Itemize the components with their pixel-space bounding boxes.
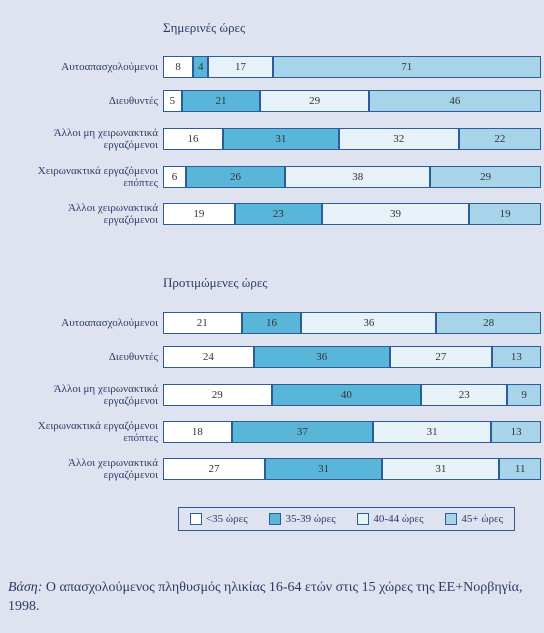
legend-item: 35-39 ώρες	[269, 513, 336, 525]
bar-segment: 17	[208, 56, 273, 78]
bar-segment: 22	[458, 128, 541, 150]
bar-segment: 26	[185, 166, 286, 188]
bar-segment: 40	[271, 384, 422, 406]
bar-segment: 31	[265, 458, 383, 480]
bar-segment: 9	[507, 384, 541, 406]
chart-title: Προτιμώμενες ώρες	[163, 275, 268, 290]
note-label: Βάση:	[8, 580, 43, 595]
bar-segment: 71	[272, 56, 541, 78]
bar-segment: 29	[260, 90, 369, 112]
bar-segment: 19	[163, 203, 235, 225]
bar-segment: 39	[321, 203, 470, 225]
legend-label: <35 ώρες	[205, 513, 248, 525]
bar-segment: 31	[373, 421, 492, 443]
bar-segment: 31	[382, 458, 500, 480]
bar-segment: 36	[301, 312, 437, 334]
bar-segment: 4	[193, 56, 209, 78]
legend-label: 35-39 ώρες	[285, 513, 336, 525]
note-text: Ο απασχολούμενος πληθυσμός ηλικίας 16-64…	[8, 580, 523, 614]
legend-swatch	[445, 513, 458, 525]
legend-swatch	[189, 513, 202, 525]
bar-segment: 24	[163, 346, 254, 368]
bar-segment: 31	[222, 128, 339, 150]
bar-segment: 16	[163, 128, 223, 150]
category-label: Διευθυντές	[108, 351, 158, 363]
category-label: Άλλοι χειρωνακτικά εργαζόμενοι	[68, 202, 158, 226]
bar-segment: 21	[163, 312, 242, 334]
category-label: Άλλοι μη χειρωνακτικά εργαζόμενοι	[53, 127, 158, 151]
bar-segment: 13	[491, 421, 541, 443]
legend-label: 45+ ώρες	[461, 513, 504, 525]
legend-item: 45+ ώρες	[445, 513, 503, 525]
category-label: Χειρωνακτικά εργαζόμενοι επόπτες	[37, 165, 158, 189]
bar-segment: 27	[163, 458, 266, 480]
bar-segment: 8	[163, 56, 194, 78]
legend-swatch	[269, 513, 282, 525]
category-label: Άλλοι χειρωνακτικά εργαζόμενοι	[68, 457, 158, 481]
category-label: Αυτοαπασχολούμενοι	[61, 61, 158, 73]
bar-segment: 6	[163, 166, 186, 188]
legend-item: <35 ώρες	[189, 513, 248, 525]
legend-label: 40-44 ώρες	[373, 513, 424, 525]
category-label: Διευθυντές	[108, 95, 158, 107]
chart-title: Σημερινές ώρες	[163, 20, 246, 35]
bar-segment: 5	[163, 90, 182, 112]
legend-swatch	[357, 513, 370, 525]
bar-segment: 23	[421, 384, 508, 406]
bar-segment: 46	[368, 90, 541, 112]
bar-segment: 29	[430, 166, 541, 188]
bar-segment: 11	[499, 458, 541, 480]
bar-segment: 18	[163, 421, 232, 443]
bar-segment: 21	[181, 90, 261, 112]
bar-segment: 27	[389, 346, 492, 368]
bar-segment: 32	[338, 128, 459, 150]
bar-segment: 37	[231, 421, 373, 443]
bar-segment: 38	[285, 166, 431, 188]
bar-segment: 13	[491, 346, 541, 368]
category-label: Αυτοαπασχολούμενοι	[61, 317, 158, 329]
legend-item: 40-44 ώρες	[357, 513, 424, 525]
bar-segment: 23	[234, 203, 322, 225]
category-label: Άλλοι μη χειρωνακτικά εργαζόμενοι	[53, 383, 158, 407]
bar-segment: 36	[253, 346, 390, 368]
footnote: Βάση: Ο απασχολούμενος πληθυσμός ηλικίας…	[8, 578, 538, 616]
category-label: Χειρωνακτικά εργαζόμενοι επόπτες	[37, 420, 158, 444]
bar-segment: 29	[163, 384, 272, 406]
bar-segment: 19	[469, 203, 541, 225]
legend: <35 ώρες 35-39 ώρες 40-44 ώρες 45+ ώρες	[178, 507, 515, 531]
bar-segment: 16	[241, 312, 302, 334]
bar-segment: 28	[436, 312, 541, 334]
